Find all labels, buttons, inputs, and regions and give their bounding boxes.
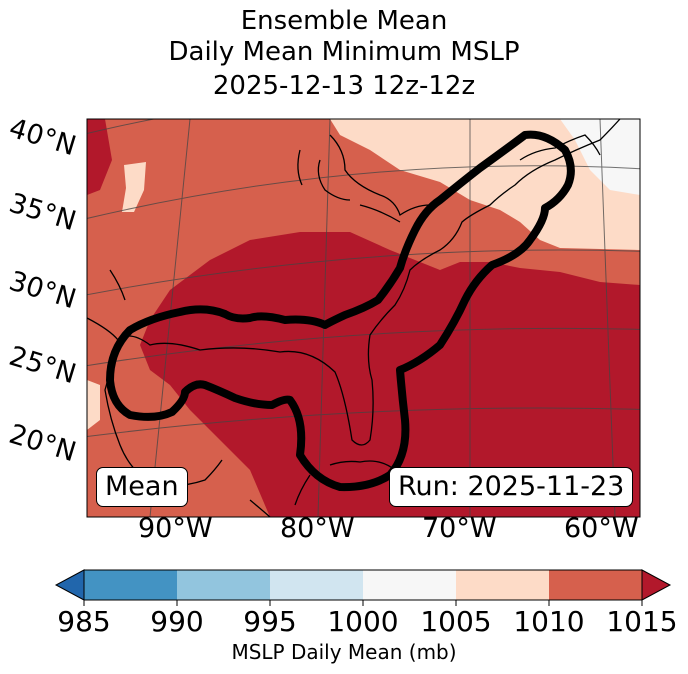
mslp-field-1005-w — [87, 380, 100, 430]
colorbar-segment — [549, 570, 642, 600]
title-line-1: Ensemble Mean — [240, 6, 448, 36]
lon-label-80w: 80°W — [280, 513, 355, 544]
colorbar-tick-1005: 1005 — [420, 605, 492, 638]
map-border — [86, 118, 641, 518]
lon-label-70w: 70°W — [422, 513, 497, 544]
colorbar-segment — [84, 570, 177, 600]
colorbar-tick-1000: 1000 — [327, 605, 399, 638]
mslp-field-1005-patch — [122, 162, 146, 212]
map-panel — [87, 119, 640, 517]
mslp-field-1015 — [140, 232, 640, 517]
graticule — [87, 119, 640, 517]
colorbar-extend-high — [641, 569, 672, 601]
mean-label-box: Mean — [96, 467, 188, 507]
colorbar-tick-985: 985 — [57, 605, 111, 638]
run-date-label-box: Run: 2025-11-23 — [389, 467, 634, 507]
colorbar-tick-1010: 1010 — [513, 605, 585, 638]
colorbar-tick-1015: 1015 — [606, 605, 678, 638]
contour-outline — [106, 130, 575, 492]
title-line-3: 2025-12-13 12z-12z — [212, 71, 476, 101]
lon-label-90w: 90°W — [138, 513, 213, 544]
colorbar-segment — [363, 570, 456, 600]
colorbar-segment — [177, 570, 270, 600]
mslp-field-1015-nw — [87, 119, 112, 195]
colorbar-extend-low — [54, 569, 85, 601]
lon-label-60w: 60°W — [564, 513, 639, 544]
title-line-2: Daily Mean Minimum MSLP — [168, 37, 520, 67]
colorbar-tick-990: 990 — [150, 605, 204, 638]
colorbar-segment — [270, 570, 363, 600]
colorbar-segment — [456, 570, 549, 600]
colorbar-label: MSLP Daily Mean (mb) — [231, 640, 457, 664]
mslp-field-1000-ne — [560, 119, 640, 195]
colorbar-tick-995: 995 — [243, 605, 297, 638]
colorbar — [54, 569, 672, 606]
